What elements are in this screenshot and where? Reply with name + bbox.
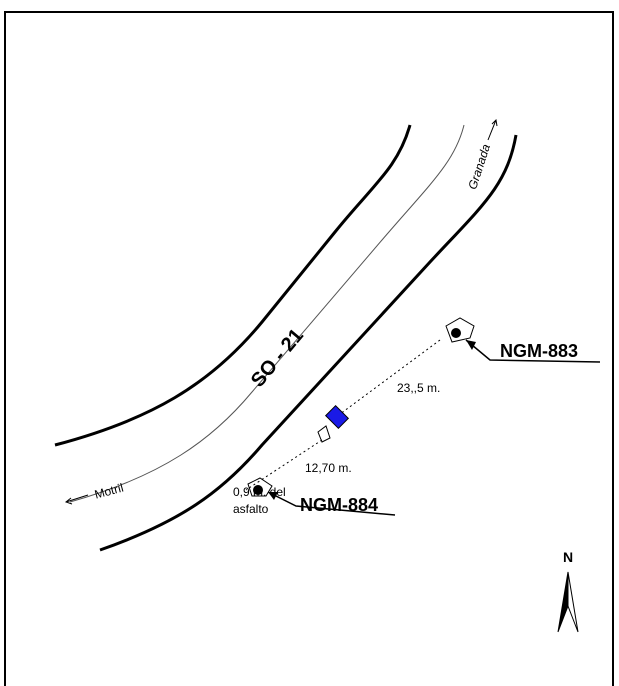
offset-label: asfalto — [233, 502, 269, 516]
reference-point — [317, 425, 331, 443]
tree-icon — [247, 477, 273, 497]
compass-arrow — [567, 571, 579, 633]
frame — [4, 11, 614, 686]
road-center-line — [69, 124, 465, 503]
compass-label: N — [563, 549, 573, 565]
road-edge-north — [54, 124, 412, 447]
marker-label: NGM-883 — [500, 341, 578, 361]
tree-icon — [445, 317, 475, 343]
leader-line — [267, 491, 396, 516]
leader-arrow — [268, 492, 278, 500]
marker-point — [253, 485, 263, 495]
leader-arrow — [466, 340, 476, 350]
distance-label: 23,,5 m. — [397, 381, 440, 395]
offset-label: 0,9 m. del — [233, 485, 286, 499]
distance-line — [245, 439, 323, 491]
leader-line — [465, 339, 601, 363]
marker-label: NGM-884 — [300, 495, 378, 515]
direction-arrow — [487, 118, 498, 141]
road-edge-south — [99, 134, 518, 552]
marker-point — [451, 328, 461, 338]
vehicle — [324, 404, 350, 430]
distance-label: 12,70 m. — [305, 461, 352, 475]
direction-arrow — [64, 494, 89, 505]
